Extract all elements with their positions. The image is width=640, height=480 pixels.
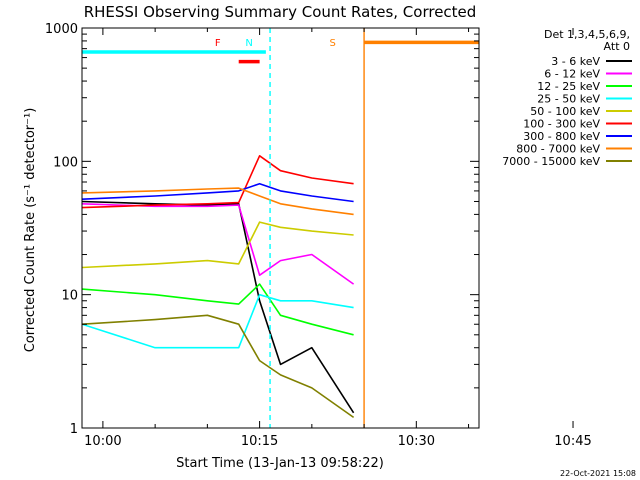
series-line-7-seg-1 (82, 182, 354, 203)
plot-frame (81, 27, 480, 429)
y-tick-label-1: 1 (70, 422, 78, 437)
y-tick-label-2: 10 (61, 289, 78, 304)
legend-header-line-2: Att 0 (604, 40, 630, 53)
x-tick-label-3: 10:30 (398, 434, 435, 449)
series-line-4-seg-1 (82, 293, 354, 349)
legend-label-9: 7000 - 15000 keV (502, 155, 600, 168)
y-tick-label-3: 100 (53, 155, 78, 170)
legend-label-5: 50 - 100 keV (530, 105, 600, 118)
legend-label-1: 3 - 6 keV (551, 55, 600, 68)
series-line-9-seg-1 (82, 314, 355, 419)
x-tick-label-1: 10:00 (84, 434, 121, 449)
x-axis-label: Start Time (13-Jan-13 09:58:22) (176, 456, 384, 471)
series-line-3-seg-1 (82, 283, 354, 336)
legend-label-8: 800 - 7000 keV (516, 143, 600, 156)
y-tick-label-4: 1000 (45, 22, 78, 37)
footer-timestamp: 22-Oct-2021 15:08 (560, 469, 636, 478)
series-line-6-seg-1 (82, 155, 354, 209)
legend-label-7: 300 - 800 keV (523, 130, 600, 143)
y-axis-label: Corrected Count Rate (s⁻¹ detector⁻¹) (23, 108, 38, 353)
legend-label-6: 100 - 300 keV (523, 118, 600, 131)
x-tick-label-2: 10:15 (241, 434, 278, 449)
flag-label-n: N (245, 38, 252, 49)
axes: FNS10:0010:1510:3010:4511:0011:1511:3011… (45, 22, 592, 449)
series-line-8-seg-1 (82, 187, 354, 216)
legend-label-4: 25 - 50 keV (537, 93, 600, 106)
series-line-1-seg-1 (82, 200, 355, 414)
flag-label-s: S (330, 38, 336, 49)
x-tick-label-4: 10:45 (554, 434, 591, 449)
series-line-5-seg-1 (82, 221, 354, 269)
legend-header-line-1: Det 1,3,4,5,6,9, (544, 28, 630, 41)
legend-label-3: 12 - 25 keV (537, 80, 600, 93)
chart-title: RHESSI Observing Summary Count Rates, Co… (84, 3, 477, 21)
legend-label-2: 6 - 12 keV (544, 68, 600, 81)
plot-area (82, 28, 479, 428)
series-line-2-seg-1 (82, 203, 355, 285)
flag-label-f: F (215, 38, 221, 49)
